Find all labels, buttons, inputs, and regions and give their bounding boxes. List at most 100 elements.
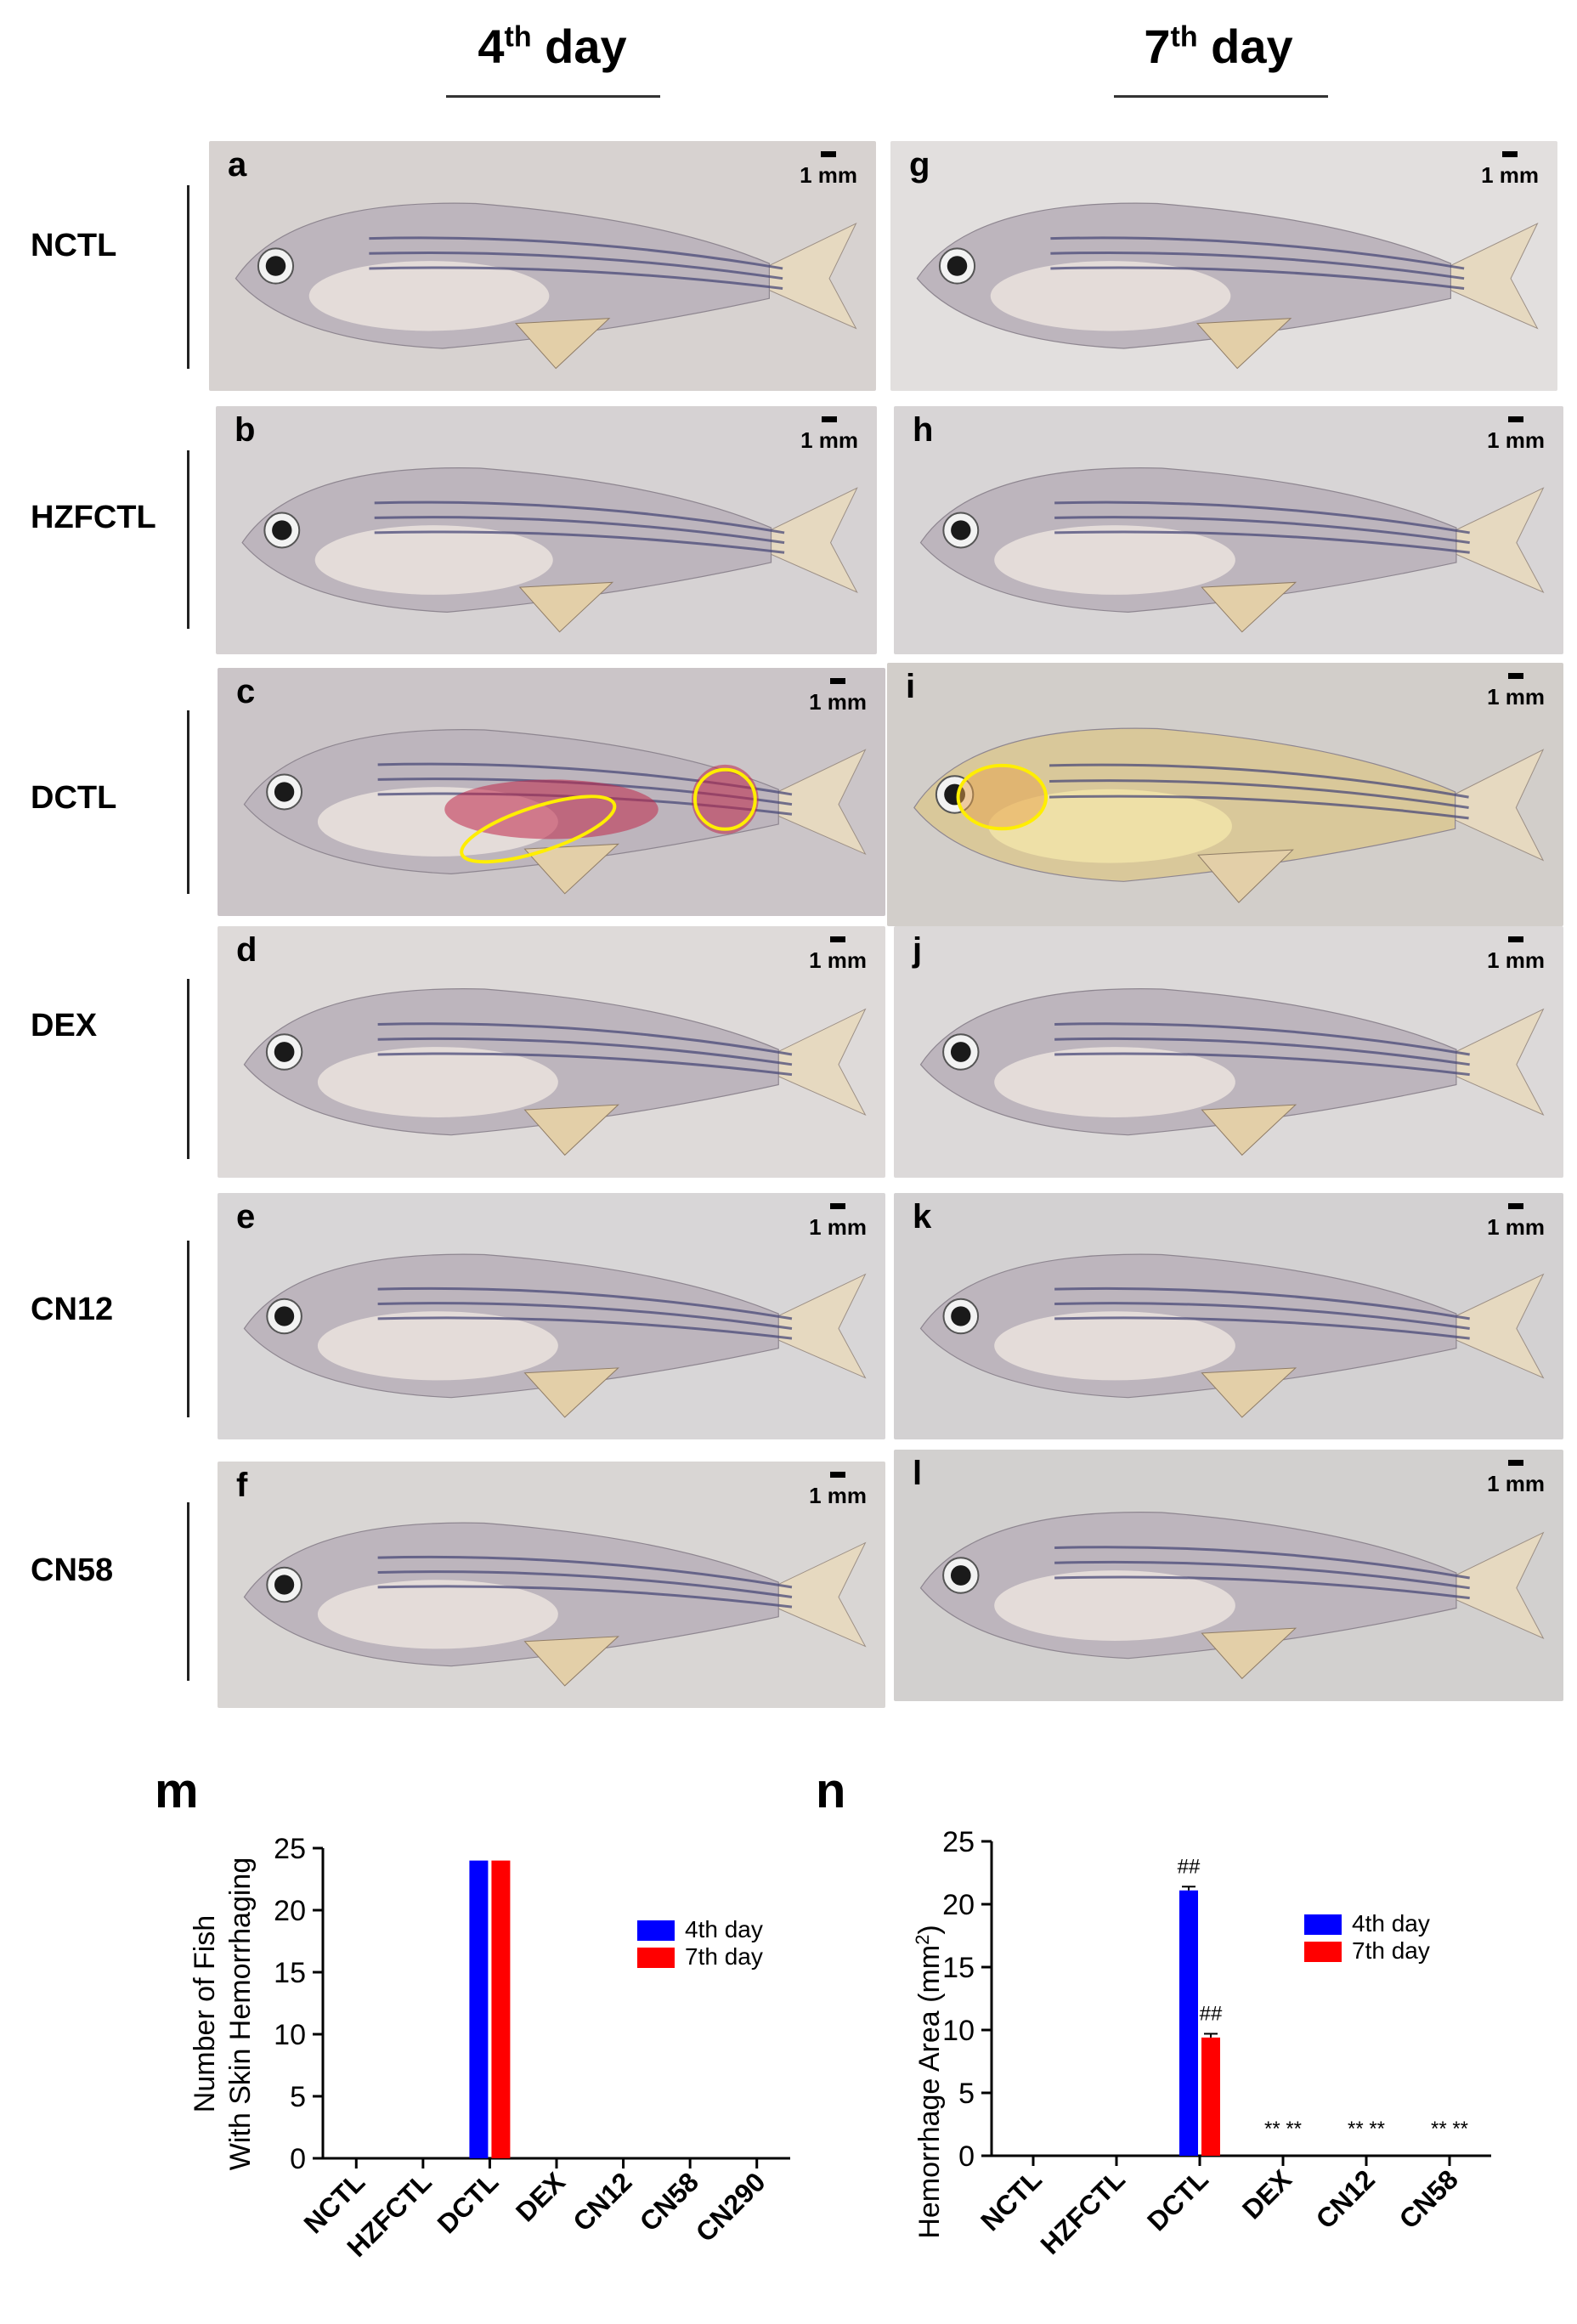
row-label-hzfctl: HZFCTL [31, 500, 156, 535]
fish-photo-panel: k 1 mm [894, 1193, 1563, 1439]
zebrafish-image [919, 1253, 1545, 1418]
panel-letter: b [235, 411, 256, 449]
x-tick-label: NCTL [975, 2163, 1048, 2236]
scale-bar-label: 1 mm [809, 1483, 867, 1508]
scale-bar-label: 1 mm [1487, 1471, 1545, 1496]
panel-letter: g [909, 146, 930, 184]
y-tick-label: 25 [274, 1833, 306, 1865]
panel-letter: f [236, 1467, 248, 1504]
y-tick-label: 0 [290, 2143, 306, 2175]
x-tick-label: DEX [510, 2166, 571, 2227]
zebrafish-image [919, 467, 1545, 633]
chart-n: Hemorrhage Area (mm2) 0 5 10 15 20 25 NCTLHZFC… [912, 1826, 1491, 2260]
row-label-dctl: DCTL [31, 780, 117, 816]
legend-label: 4th day [685, 1916, 763, 1942]
row-separator [187, 185, 189, 369]
zebrafish-image [919, 988, 1545, 1156]
scale-bar-label: 1 mm [1487, 1214, 1545, 1240]
scale-bar: 1 mm [800, 411, 858, 454]
zebrafish-image [243, 1522, 867, 1687]
panel-letter: d [236, 931, 257, 969]
scale-bar-label: 1 mm [800, 162, 857, 188]
fish-photo-panel: f 1 mm [218, 1462, 885, 1708]
zebrafish-image [243, 1253, 867, 1418]
row-label-dex: DEX [31, 1008, 98, 1043]
fish-photo-panel: b 1 mm [216, 406, 877, 654]
scale-bar-line [1508, 1460, 1524, 1466]
row-separator [187, 710, 189, 894]
y-tick-label: 25 [942, 1826, 975, 1858]
significance-mark: ** ** [1348, 2118, 1385, 2140]
bar-7th-day [491, 1860, 511, 2158]
significance-mark: ** ** [1431, 2118, 1468, 2140]
column-title-day7: 7th day [1144, 20, 1293, 73]
legend-swatch [637, 1948, 675, 1968]
scale-bar-line [830, 1472, 846, 1478]
fish-photo-panel: i 1 mm [887, 663, 1563, 926]
scale-bar-line [1502, 151, 1518, 157]
panel-letter: j [913, 931, 923, 969]
zebrafish-image [243, 988, 867, 1156]
y-tick-label: 20 [942, 1889, 975, 1921]
scale-bar-label: 1 mm [1487, 427, 1545, 453]
scale-bar: 1 mm [1487, 931, 1545, 974]
y-tick-label: 10 [942, 2015, 975, 2047]
chart-m-ylabel: Number of Fish [189, 1915, 221, 2112]
panel-letter: e [236, 1198, 256, 1236]
scale-bar-line [830, 936, 846, 942]
scale-bar-label: 1 mm [800, 427, 858, 453]
row-label-nctl: NCTL [31, 228, 117, 263]
column-title-day4: 4th day [478, 20, 627, 73]
chart-n-letter: n [816, 1763, 846, 1818]
significance-mark: ## [1200, 2002, 1223, 2025]
fish-photo-panel: j 1 mm [894, 926, 1563, 1178]
chart-m-letter: m [155, 1763, 199, 1818]
x-tick-label: DEX [1236, 2163, 1297, 2225]
row-separator [187, 450, 189, 629]
column-title-underline [1114, 95, 1328, 98]
legend-label: 7th day [685, 1943, 763, 1970]
scale-bar: 1 mm [809, 931, 867, 974]
row-label-cn12: CN12 [31, 1292, 114, 1327]
scale-bar: 1 mm [1487, 1198, 1545, 1241]
row-separator [187, 979, 189, 1159]
y-tick-label: 0 [958, 2140, 975, 2173]
fish-photo-panel: g 1 mm [890, 141, 1557, 391]
panel-letter: h [913, 411, 934, 449]
scale-bar-label: 1 mm [1487, 684, 1545, 710]
legend-label: 4th day [1352, 1910, 1430, 1937]
legend-swatch [1304, 1914, 1342, 1935]
scale-bar: 1 mm [809, 1198, 867, 1241]
scale-bar-line [830, 678, 846, 684]
legend-label: 7th day [1352, 1937, 1430, 1964]
significance-mark: ** ** [1264, 2118, 1302, 2140]
panel-letter: c [236, 673, 256, 710]
chart-n-ylabel: Hemorrhage Area (mm2) [912, 1925, 946, 2238]
scale-bar-line [821, 151, 837, 157]
bar-4th-day [1179, 1890, 1198, 2156]
chart-m-ylabel: With Skin Hemorrhaging [224, 1858, 257, 2170]
scale-bar: 1 mm [1487, 1455, 1545, 1497]
x-tick-label: CN12 [1310, 2163, 1381, 2234]
x-tick-label: CN12 [567, 2166, 637, 2236]
y-tick-label: 15 [942, 1952, 975, 1984]
significance-mark: ## [1178, 1855, 1201, 1878]
zebrafish-image [241, 467, 858, 633]
scale-bar-line [1508, 416, 1524, 422]
scale-bar-label: 1 mm [1487, 947, 1545, 973]
scale-bar-label: 1 mm [1481, 162, 1539, 188]
x-tick-label: HZFCTL [1035, 2163, 1131, 2259]
legend-swatch [1304, 1942, 1342, 1962]
scale-bar: 1 mm [1487, 411, 1545, 454]
y-tick-label: 15 [274, 1957, 306, 1989]
panel-letter: i [906, 668, 916, 705]
fish-photo-panel: a 1 mm [209, 141, 876, 391]
column-title-underline [446, 95, 660, 98]
panel-letter: a [228, 146, 247, 184]
scale-bar-line [1508, 1203, 1524, 1209]
bar-7th-day [1201, 2037, 1220, 2156]
fish-photo-panel: c 1 mm [218, 668, 885, 916]
scale-bar: 1 mm [800, 146, 857, 189]
scale-bar: 1 mm [1487, 668, 1545, 710]
scale-bar: 1 mm [809, 673, 867, 715]
